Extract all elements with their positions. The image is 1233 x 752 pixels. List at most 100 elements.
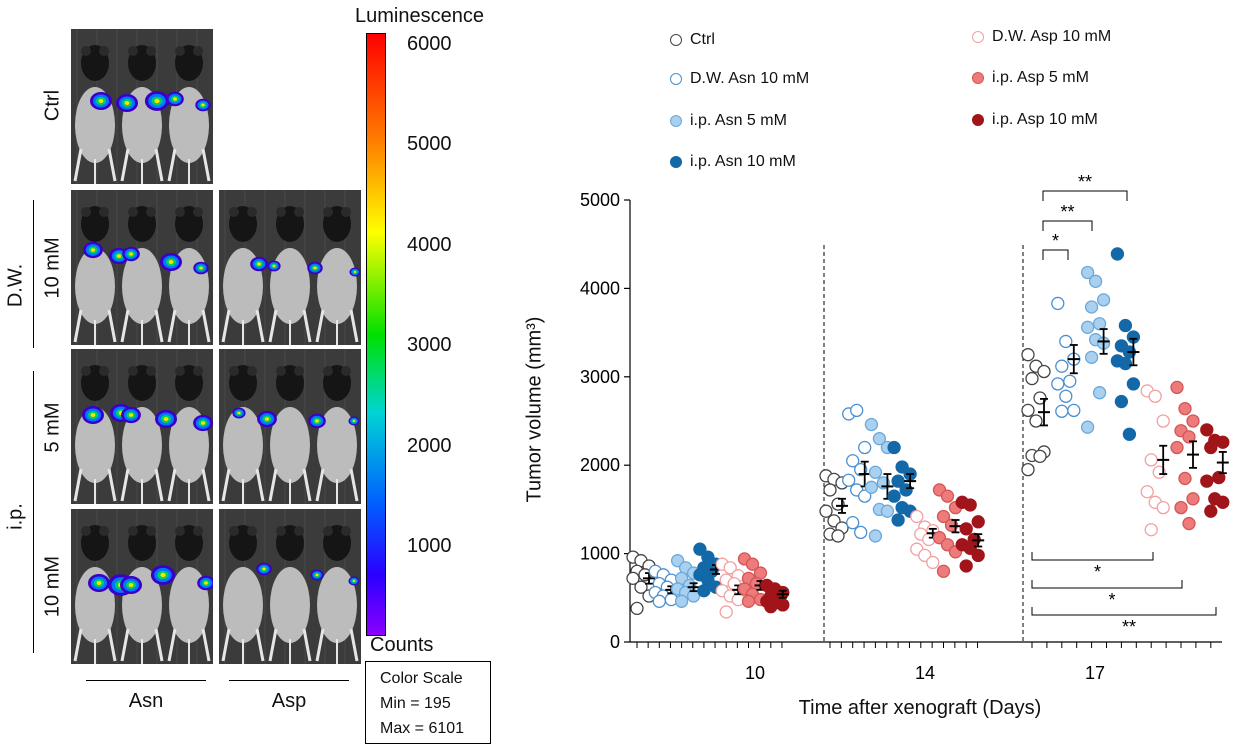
tumor-signal [257, 262, 261, 266]
image-dw-asn [71, 190, 213, 345]
mouse-body [317, 248, 357, 324]
data-point [697, 584, 711, 598]
mouse-ear [276, 366, 286, 376]
data-point [971, 548, 985, 563]
mouse-ear [276, 207, 286, 217]
data-point [819, 504, 833, 518]
y-tick-label: 5000 [580, 190, 620, 210]
mice-image [71, 29, 213, 184]
legend-marker [670, 34, 682, 46]
mouse-body [270, 567, 310, 643]
y-tick-label: 4000 [580, 278, 620, 298]
data-point [959, 559, 973, 573]
data-point [1200, 423, 1214, 437]
mouse-leg [221, 628, 231, 662]
mouse-ear [128, 526, 138, 536]
mouse-ear [193, 207, 203, 217]
column-line-asp [229, 680, 349, 681]
data-point [693, 542, 707, 556]
mouse-ear [99, 207, 109, 217]
mouse-body [270, 407, 310, 483]
data-point [940, 489, 955, 503]
color-scale-box: Color Scale Min = 195 Max = 6101 [365, 661, 491, 744]
data-point [1204, 504, 1218, 518]
mouse-leg [73, 148, 83, 182]
mouse-leg [167, 309, 177, 343]
mouse-ear [146, 366, 156, 376]
data-point [1092, 317, 1107, 331]
data-point [741, 594, 756, 608]
mouse-leg [167, 628, 177, 662]
tumor-signal [352, 420, 356, 422]
mouse-leg [107, 468, 117, 502]
data-point [1216, 435, 1230, 449]
colorbar-tick: 2000 [407, 435, 452, 457]
data-point [1067, 403, 1081, 418]
significance-bracket [1042, 220, 1093, 231]
legend-item-ip-asn5: i.p. Asn 5 mM [670, 112, 787, 130]
data-point [1216, 495, 1230, 509]
mouse-leg [107, 148, 117, 182]
mice-image [71, 509, 213, 664]
data-point [910, 509, 924, 524]
column-label-asp: Asp [271, 690, 307, 712]
mouse-ear [175, 366, 185, 376]
legend-item-ip-asp5: i.p. Asp 5 mM [972, 69, 1089, 87]
data-point [864, 417, 879, 432]
mouse-leg [167, 468, 177, 502]
legend-label: i.p. Asn 5 mM [690, 112, 787, 129]
mouse-ear [229, 207, 239, 217]
tumor-signal [272, 264, 276, 268]
tumor-signal [353, 271, 357, 273]
data-point [1055, 404, 1069, 418]
data-point [1156, 500, 1170, 515]
x-tick-label: 14 [915, 663, 935, 683]
mouse-ear [146, 526, 156, 536]
mouse-ear [99, 366, 109, 376]
significance-label: * [1052, 231, 1059, 251]
tumor-signal [315, 573, 319, 577]
mice-image [219, 509, 361, 664]
data-point [1021, 403, 1035, 418]
data-point [776, 598, 790, 612]
color-scale-max: Max = 6101 [380, 720, 465, 737]
tumor-signal [128, 583, 134, 587]
y-tick-label: 0 [610, 632, 620, 652]
mouse-leg [201, 628, 211, 662]
data-point [1029, 414, 1043, 428]
tumor-signal [173, 97, 177, 101]
significance-label: * [1108, 590, 1115, 610]
mouse-ear [323, 526, 333, 536]
y-tick-label: 2000 [580, 455, 620, 475]
tumor-signal [154, 98, 160, 104]
mouse-ear [247, 207, 257, 217]
legend-label: i.p. Asp 10 mM [992, 111, 1098, 128]
data-point [1126, 377, 1141, 391]
legend-label: Ctrl [690, 31, 715, 48]
significance-label: ** [1078, 172, 1092, 192]
tumor-signal [262, 567, 266, 571]
mouse-ear [294, 526, 304, 536]
legend-label: D.W. Asp 10 mM [992, 28, 1112, 45]
data-point [1122, 427, 1137, 441]
mouse-leg [107, 628, 117, 662]
tumor-signal [168, 260, 174, 264]
tumor-signal [96, 581, 102, 585]
data-point [1033, 449, 1047, 464]
mouse-ear [193, 46, 203, 56]
data-point [1088, 274, 1103, 288]
data-point [1080, 420, 1095, 434]
data-point [1152, 465, 1166, 479]
mouse-ear [294, 366, 304, 376]
tumor-signal [90, 413, 96, 417]
data-point [936, 509, 951, 524]
legend-item-dw-asn: D.W. Asn 10 mM [670, 70, 809, 88]
data-point [864, 480, 879, 494]
mouse-body [223, 407, 263, 483]
x-tick-label: 17 [1085, 663, 1105, 683]
mouse-leg [154, 309, 164, 343]
y-tick-label: 1000 [580, 544, 620, 564]
mouse-body [75, 248, 115, 324]
mice-image [219, 349, 361, 504]
tumor-signal [199, 266, 203, 270]
